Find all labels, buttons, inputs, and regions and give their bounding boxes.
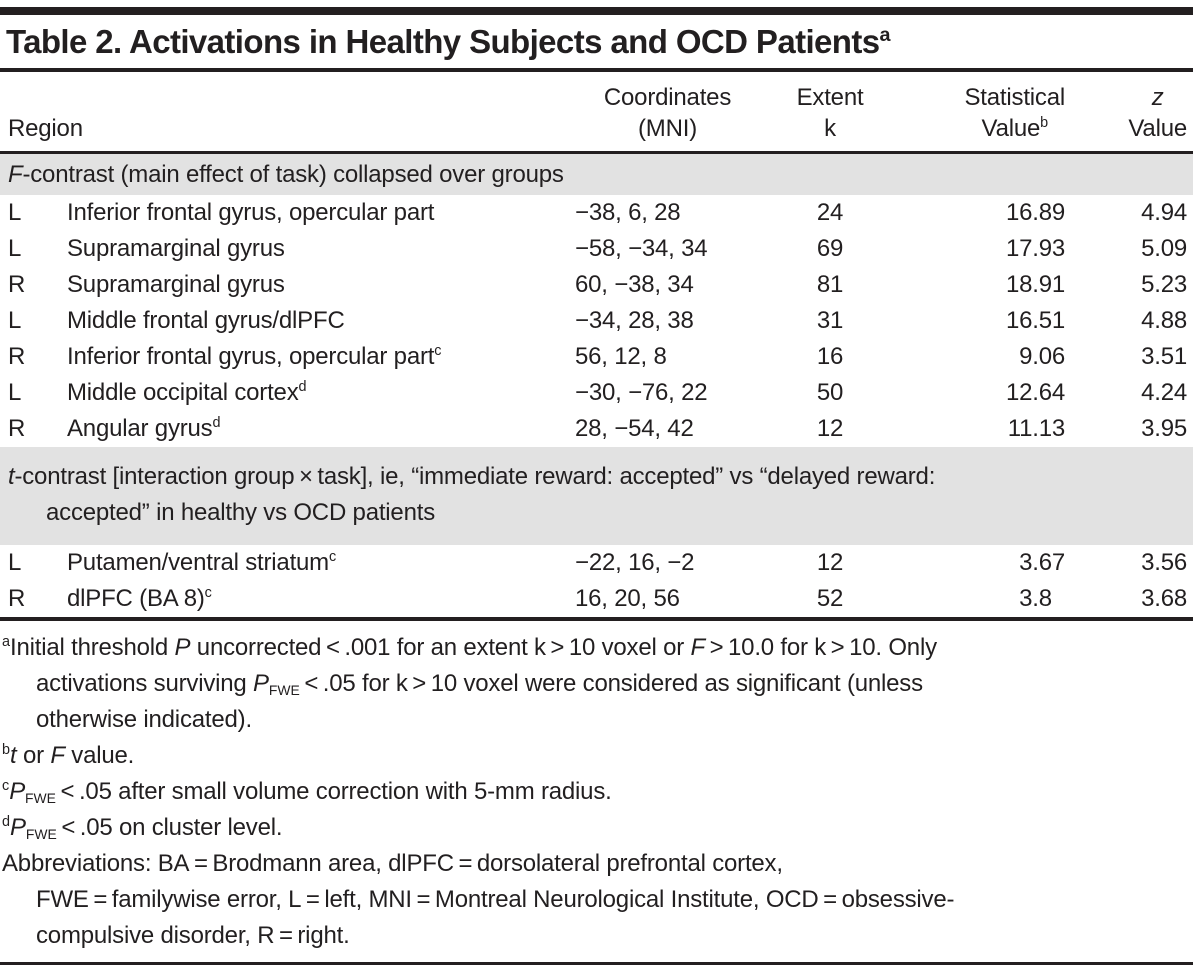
z-value-cell: 5.23 — [1141, 271, 1188, 298]
z-value-cell: 3.51 — [1141, 343, 1188, 370]
side-cell: R — [8, 343, 26, 370]
side-cell: R — [8, 271, 26, 298]
extent-cell: 81 — [816, 271, 844, 298]
statistical-value-cell: 12.64 — [1005, 379, 1066, 406]
table-row: L Middle frontal gyrus/dlPFC −34, 28, 38 31… — [0, 303, 1193, 339]
table-row: L Supramarginal gyrus −58, −34, 34 69 17.93 5… — [0, 231, 1193, 267]
region-cell: Middle frontal gyrus/dlPFC — [67, 307, 345, 334]
footnote-marker: c — [2, 778, 10, 794]
side-cell: R — [8, 585, 26, 612]
coordinates-cell: −34, 28, 38 — [575, 307, 694, 334]
coordinates-cell: 16, 20, 56 — [575, 585, 680, 612]
title-rule — [0, 68, 1193, 72]
footnote-abbreviations: Abbreviations: BA = Brodmann area, dlPFC… — [2, 850, 955, 949]
extent-cell: 12 — [816, 549, 844, 576]
table-title-superscript: a — [879, 24, 891, 46]
section-header-row: t-contrast [interaction group × task], i… — [0, 447, 1193, 545]
region-cell: Angular gyrusd — [67, 415, 221, 442]
extent-cell: 50 — [816, 379, 844, 406]
z-value-cell: 4.88 — [1141, 307, 1188, 334]
top-rule — [0, 7, 1193, 15]
coordinates-cell: −22, 16, −2 — [575, 549, 695, 576]
statistical-value-cell: 16.89 — [1005, 199, 1066, 226]
statistical-value-cell: 3.67 — [1019, 549, 1066, 576]
z-value-cell: 3.68 — [1141, 585, 1188, 612]
table-row: L Middle occipital cortexd −30, −76, 22 50 1… — [0, 375, 1193, 411]
side-cell: L — [8, 379, 22, 406]
side-cell: L — [8, 549, 22, 576]
side-cell: L — [8, 199, 22, 226]
region-cell: Middle occipital cortexd — [67, 379, 307, 406]
statistical-value-cell: 11.13 — [1007, 415, 1066, 442]
statistical-value-cell: 3.80 — [1019, 585, 1052, 612]
statistical-value-cell: 18.91 — [1005, 271, 1066, 298]
col-header-statistical-value: Statistical Valueb — [964, 84, 1066, 142]
table-title: Table 2. Activations in Healthy Subjects… — [0, 15, 1193, 68]
coordinates-cell: −30, −76, 22 — [575, 379, 708, 406]
region-footnote-marker: c — [328, 549, 336, 565]
z-value-cell: 5.09 — [1141, 235, 1188, 262]
coordinates-cell: 60, −38, 34 — [575, 271, 694, 298]
extent-cell: 16 — [816, 343, 844, 370]
extent-cell: 24 — [816, 199, 844, 226]
side-cell: R — [8, 415, 26, 442]
statistical-value-cell: 16.51 — [1005, 307, 1066, 334]
region-footnote-marker: d — [298, 379, 307, 395]
table-row: R Angular gyrusd 28, −54, 42 12 11.13 3.95 — [0, 411, 1193, 447]
col-header-z-value: z Value — [1128, 84, 1188, 142]
z-value-cell: 3.56 — [1141, 549, 1188, 576]
header-row: Region Coordinates (MNI) Extent k Statisti… — [0, 72, 1193, 153]
extent-cell: 69 — [816, 235, 844, 262]
footnote-b: bt or F value. — [2, 742, 135, 769]
coordinates-cell: −38, 6, 28 — [575, 199, 681, 226]
z-value-cell: 4.94 — [1141, 199, 1188, 226]
section-header-text: t-contrast [interaction group × task], i… — [8, 463, 936, 526]
coordinates-cell: −58, −34, 34 — [575, 235, 708, 262]
footnote-marker: b — [2, 742, 11, 758]
footnotes: aInitial threshold P uncorrected < .001 … — [0, 621, 1193, 962]
side-cell: L — [8, 307, 22, 334]
region-cell: Putamen/ventral striatumc — [67, 549, 336, 576]
statistical-value-cell: 9.06 — [1019, 343, 1066, 370]
activations-table: Region Coordinates (MNI) Extent k Statisti… — [0, 72, 1193, 621]
section-header-row: F-contrast (main effect of task) collaps… — [0, 152, 1193, 195]
region-cell: Supramarginal gyrus — [67, 271, 285, 298]
region-footnote-marker: c — [434, 343, 442, 359]
section-header-text: F-contrast (main effect of task) collaps… — [8, 161, 564, 188]
coordinates-cell: 28, −54, 42 — [575, 415, 694, 442]
col-header-coordinates: Coordinates (MNI) — [603, 84, 732, 142]
region-cell: Inferior frontal gyrus, opercular part — [67, 199, 435, 226]
region-footnote-marker: c — [204, 585, 212, 601]
footnote-d: dPFWE < .05 on cluster level. — [2, 814, 283, 842]
extent-cell: 31 — [816, 307, 844, 334]
statistical-value-cell: 17.93 — [1005, 235, 1066, 262]
table-row: R Supramarginal gyrus 60, −38, 34 81 18.91 5.… — [0, 267, 1193, 303]
region-cell: Supramarginal gyrus — [67, 235, 285, 262]
region-cell: dlPFC (BA 8)c — [67, 585, 212, 612]
extent-cell: 52 — [816, 585, 844, 612]
table-row: L Inferior frontal gyrus, opercular part −… — [0, 195, 1193, 231]
coordinates-cell: 56, 12, 8 — [575, 343, 667, 370]
z-value-cell: 3.95 — [1141, 415, 1188, 442]
side-cell: L — [8, 235, 22, 262]
region-cell: Inferior frontal gyrus, opercular partc — [67, 343, 442, 370]
table-header: Region Coordinates (MNI) Extent k Statisti… — [0, 72, 1193, 153]
statistical-value-superscript: b — [1040, 115, 1048, 131]
footnote-a: aInitial threshold P uncorrected < .001 … — [2, 634, 937, 733]
table-body: F-contrast (main effect of task) collaps… — [0, 152, 1193, 620]
bottom-rule — [0, 962, 1193, 965]
table-row: R Inferior frontal gyrus, opercular partc… — [0, 339, 1193, 375]
extent-cell: 12 — [816, 415, 844, 442]
footnote-marker: d — [2, 814, 11, 830]
z-value-cell: 4.24 — [1141, 379, 1188, 406]
footnote-marker: a — [2, 634, 11, 650]
footnote-c: cPFWE < .05 after small volume correctio… — [2, 778, 612, 806]
table-title-text: Table 2. Activations in Healthy Subjects… — [6, 23, 880, 60]
table-row: L Putamen/ventral striatumc −22, 16, −2 12 3… — [0, 545, 1193, 581]
col-header-region: Region — [8, 115, 83, 142]
col-header-extent: Extent k — [796, 84, 864, 142]
region-footnote-marker: d — [212, 415, 221, 431]
